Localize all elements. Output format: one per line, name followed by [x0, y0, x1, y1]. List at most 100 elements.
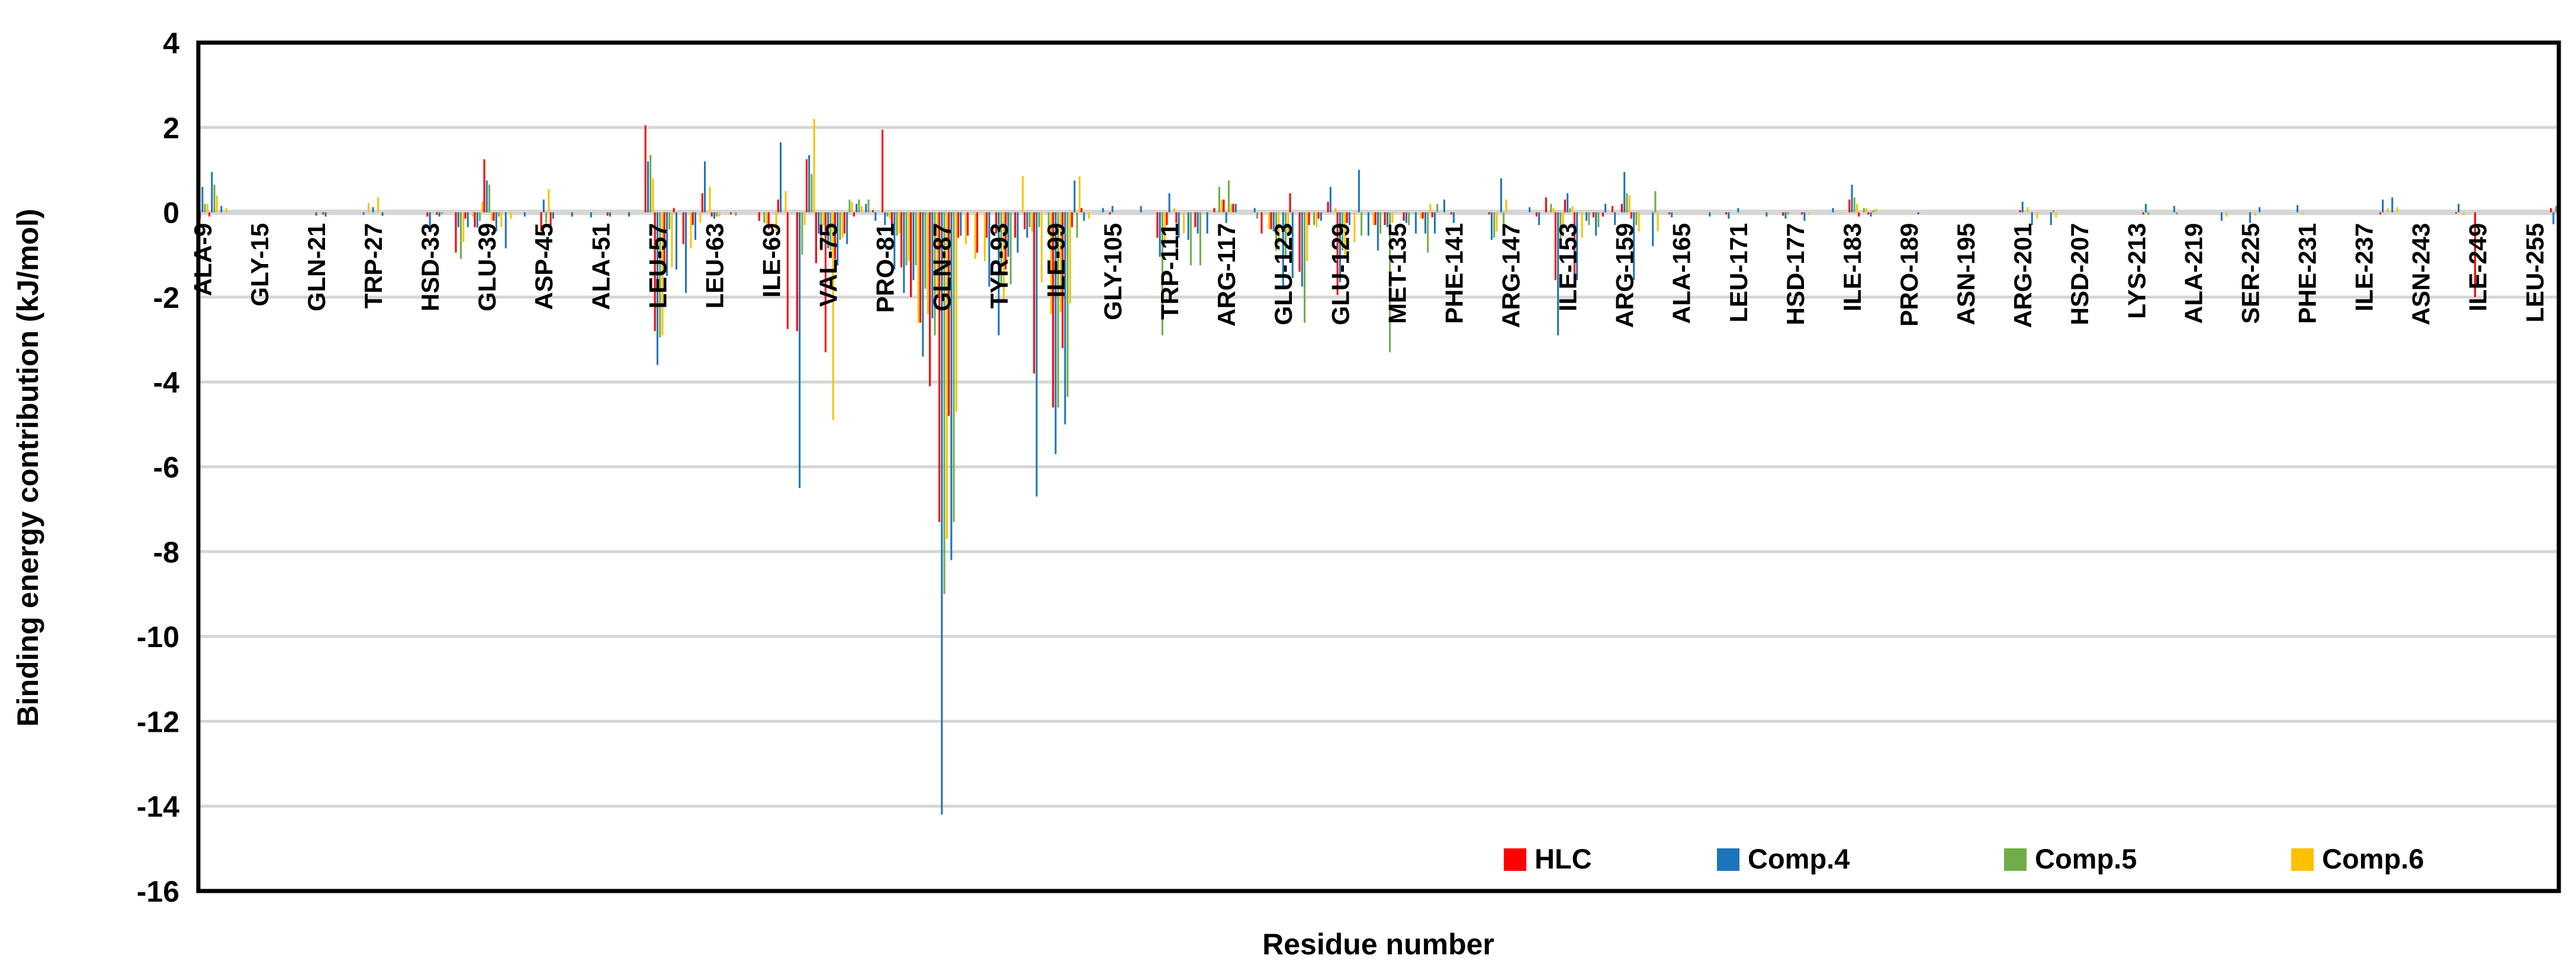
bar-comp4-res162 — [1652, 212, 1654, 246]
bar-comp5-res74 — [820, 212, 822, 251]
bar-comp4-res118 — [1234, 204, 1237, 213]
bar-hlc-res116 — [1213, 208, 1215, 213]
bar-comp6-res40 — [500, 212, 503, 227]
bar-comp4-res140 — [1443, 200, 1445, 213]
bar-comp5-res138 — [1427, 212, 1429, 253]
bar-comp4-res146 — [1500, 178, 1503, 213]
x-tick-label-trp-27: TRP-27 — [359, 223, 387, 309]
bar-comp4-res61 — [694, 212, 697, 240]
bar-comp5-res214 — [2147, 212, 2150, 215]
bar-hlc-res10 — [208, 212, 211, 217]
x-tick-label-glu-123: GLU-123 — [1269, 223, 1297, 326]
bar-comp4-res43 — [523, 212, 526, 217]
bar-comp4-res202 — [2031, 212, 2033, 226]
bar-comp5-res78 — [858, 200, 860, 213]
bar-comp6-res230 — [2301, 212, 2304, 215]
bar-comp6-res159 — [1628, 195, 1630, 213]
bar-hlc-res133 — [1374, 212, 1377, 226]
bar-comp5-res122 — [1275, 212, 1278, 251]
bar-comp5-res34 — [440, 212, 443, 214]
bar-comp5-res185 — [1872, 210, 1874, 213]
bar-comp6-res99 — [1059, 212, 1062, 312]
bar-hlc-res127 — [1317, 212, 1320, 219]
bar-comp6-res39 — [491, 212, 493, 221]
bar-comp4-res33 — [429, 212, 431, 230]
bar-comp6-res90 — [974, 212, 976, 259]
bar-comp4-res230 — [2297, 205, 2299, 213]
bar-comp6-res225 — [2254, 212, 2256, 216]
bar-comp5-res58 — [668, 212, 671, 230]
bar-comp4-res57 — [656, 212, 658, 365]
bar-comp6-res11 — [225, 208, 227, 213]
bar-comp4-res153 — [1567, 193, 1569, 213]
x-tick-label-ile-99: ILE-99 — [1042, 223, 1070, 298]
bar-comp4-res52 — [609, 212, 611, 217]
bar-comp6-res70 — [784, 191, 787, 213]
bar-comp4-res145 — [1491, 212, 1493, 240]
x-tick-label-leu-255: LEU-255 — [2521, 223, 2549, 323]
legend-swatch-hlc — [1504, 848, 1526, 871]
bar-comp4-res87 — [941, 212, 943, 815]
bar-comp5-res133 — [1379, 212, 1382, 234]
bar-comp5-res125 — [1304, 212, 1306, 323]
bar-comp4-res108 — [1140, 205, 1142, 213]
bar-hlc-res101 — [1071, 212, 1073, 227]
bar-comp6-res117 — [1230, 204, 1233, 213]
bar-comp6-res138 — [1429, 204, 1432, 213]
bar-hlc-res45 — [540, 212, 542, 231]
bar-comp4-res158 — [1614, 212, 1616, 226]
bar-hlc-res61 — [692, 212, 694, 226]
bar-comp4-res63 — [713, 212, 716, 219]
x-tick-label-phe-141: PHE-141 — [1440, 223, 1468, 324]
bar-comp4-res128 — [1329, 186, 1332, 213]
bar-comp4-res41 — [504, 212, 507, 249]
bar-comp4-res38 — [476, 212, 478, 228]
x-tick-label-asn-195: ASN-195 — [1952, 223, 1980, 326]
bar-comp4-res136 — [1405, 212, 1407, 223]
bar-comp5-res9 — [204, 204, 206, 213]
bar-comp5-res93 — [1000, 212, 1002, 285]
x-tick-label-ile-183: ILE-183 — [1838, 223, 1866, 311]
bar-hlc-res52 — [606, 212, 609, 216]
bar-hlc-res39 — [483, 159, 485, 213]
bar-comp5-res10 — [213, 185, 216, 213]
bar-comp4-res138 — [1424, 212, 1426, 234]
y-tick-label: -14 — [137, 790, 179, 824]
bar-comp4-res104 — [1102, 208, 1104, 213]
bar-comp6-res247 — [2462, 212, 2465, 215]
bar-comp4-res77 — [846, 212, 848, 245]
bar-comp4-res113 — [1187, 212, 1189, 240]
bar-comp6-res36 — [462, 212, 465, 242]
x-axis-title: Residue number — [1262, 928, 1494, 961]
bar-comp5-res88 — [953, 212, 955, 522]
bar-comp6-res116 — [1221, 200, 1223, 213]
bar-comp6-res222 — [2226, 212, 2228, 217]
bar-comp6-res202 — [2036, 212, 2038, 219]
bar-comp4-res37 — [467, 212, 469, 227]
bar-comp6-res101 — [1078, 176, 1080, 213]
legend-label-comp6: Comp.6 — [2322, 843, 2424, 874]
bar-hlc-res100 — [1062, 212, 1064, 348]
bar-comp4-res48 — [571, 212, 573, 217]
x-tick-label-ala-165: ALA-165 — [1668, 223, 1696, 324]
bar-hlc-res89 — [957, 212, 960, 238]
bar-hlc-res86 — [929, 212, 931, 387]
bar-comp6-res162 — [1657, 212, 1659, 231]
bar-hlc-res60 — [682, 212, 684, 245]
bar-comp4-res133 — [1377, 212, 1379, 251]
bar-comp4-res127 — [1320, 212, 1322, 221]
bar-comp6-res183 — [1855, 204, 1858, 213]
bar-hlc-res249 — [2474, 212, 2477, 297]
bar-hlc-res160 — [1630, 212, 1632, 219]
bar-comp6-res84 — [917, 212, 919, 323]
bar-comp6-res96 — [1031, 212, 1033, 231]
bar-hlc-res92 — [986, 212, 988, 238]
bar-comp4-res83 — [903, 212, 905, 293]
bar-comp5-res100 — [1066, 212, 1069, 397]
bar-comp6-res82 — [898, 212, 901, 234]
bar-hlc-res128 — [1327, 201, 1329, 213]
bar-hlc-res65 — [729, 212, 732, 215]
bar-comp4-res137 — [1414, 212, 1417, 234]
x-tick-label-phe-231: PHE-231 — [2293, 223, 2321, 324]
bar-comp4-res95 — [1017, 212, 1019, 253]
